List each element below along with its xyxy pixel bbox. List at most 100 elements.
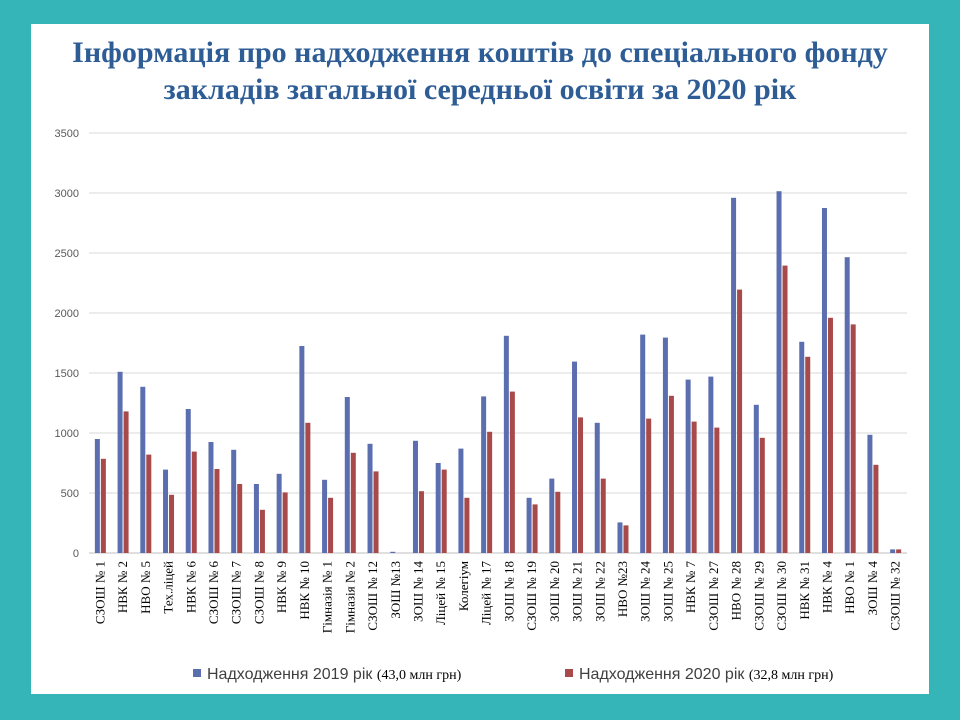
x-tick-label: СЗОШ № 8 [251, 561, 266, 624]
x-tick-label: СЗОШ № 1 [92, 561, 107, 624]
bar-2019 [458, 448, 464, 553]
x-tick-label: НВК № 7 [683, 561, 698, 614]
legend-note-2020: (32,8 млн грн) [748, 668, 834, 683]
legend-swatch-2020 [565, 669, 573, 677]
bar-2019 [253, 484, 259, 553]
bar-2019 [890, 549, 896, 553]
x-tick-label: ЗОШ № 4 [865, 561, 880, 616]
x-tick-label: СЗОШ № 19 [524, 561, 539, 631]
slide: Інформація про надходження коштів до спе… [31, 24, 929, 694]
y-tick-label: 1500 [55, 368, 79, 380]
bar-2019 [367, 443, 373, 553]
chart-title-line-1: Інформація про надходження коштів до спе… [72, 36, 888, 69]
bar-2019 [435, 463, 441, 553]
x-tick-label: НВО №23 [615, 561, 630, 617]
bar-2020 [464, 497, 470, 553]
y-tick-label: 2500 [55, 248, 79, 260]
x-tick-label: Ліцей № 17 [479, 561, 494, 626]
x-tick-label: Гімназія № 1 [320, 561, 335, 633]
x-tick-label: Колегіум [456, 561, 471, 611]
bar-2019 [231, 449, 237, 553]
legend: Надходження 2019 рік (43,0 млн грн) Надх… [31, 664, 929, 688]
bar-2019 [344, 397, 350, 553]
bar-2019 [708, 376, 714, 553]
x-tick-label: НВО № 5 [138, 561, 153, 614]
bar-2019 [753, 404, 759, 553]
bar-2019 [322, 479, 328, 553]
bar-2020 [555, 491, 561, 553]
x-tick-label: НВК № 10 [297, 561, 312, 620]
bar-2019 [867, 434, 873, 553]
x-tick-label: НВК № 31 [797, 561, 812, 620]
bar-2019 [390, 551, 396, 553]
bar-2020 [191, 451, 197, 553]
x-tick-label: НВК № 2 [115, 561, 130, 613]
bar-2020 [623, 525, 629, 553]
bar-2020 [578, 417, 584, 553]
bar-2019 [299, 346, 305, 553]
bar-2019 [572, 361, 578, 553]
bar-2020 [100, 458, 106, 553]
bar-2020 [668, 395, 674, 553]
bar-2020 [282, 492, 288, 553]
bar-2020 [123, 411, 129, 553]
x-tick-label: СЗОШ № 27 [706, 561, 721, 631]
bar-2020 [782, 265, 788, 553]
legend-note-2019: (43,0 млн грн) [376, 668, 462, 683]
bar-2019 [276, 473, 282, 553]
legend-swatch-2019 [193, 669, 201, 677]
chart-title-line-2: закладів загальної середньої освіти за 2… [163, 73, 797, 106]
y-tick-label: 3500 [55, 128, 79, 140]
x-tick-label: НВК № 4 [819, 561, 834, 614]
x-tick-label: Гімназія № 2 [342, 561, 357, 633]
bar-2020 [487, 431, 493, 553]
legend-item-2020: Надходження 2020 рік (32,8 млн грн) [565, 666, 833, 684]
bar-2019 [844, 257, 850, 553]
bar-2019 [685, 379, 691, 553]
x-tick-label: ЗОШ №13 [388, 561, 403, 619]
bar-2020 [827, 317, 833, 553]
x-tick-label: НВК № 9 [274, 561, 289, 613]
x-tick-label: СЗОШ № 32 [888, 561, 903, 631]
y-tick-label: 2000 [55, 308, 79, 320]
bar-2020 [350, 452, 356, 553]
bar-2019 [799, 341, 805, 553]
y-axis: 0 500 1000 1500 2000 2500 3000 3500 [55, 128, 79, 560]
bar-2019 [481, 396, 487, 553]
bar-2019 [662, 337, 668, 553]
chart-title: Інформація про надходження коштів до спе… [31, 34, 929, 108]
x-tick-label: НВО № 1 [842, 561, 857, 614]
bar-2019 [526, 497, 532, 553]
bar-2019 [731, 197, 737, 554]
bar-2020 [373, 471, 379, 553]
bar-2019 [503, 335, 509, 553]
bar-chart: 0 500 1000 1500 2000 2500 3000 3500 СЗОШ № 1 НВК… [55, 128, 907, 633]
x-tick-label: ЗОШ № 20 [547, 561, 562, 622]
bar-2019 [163, 469, 169, 553]
bar-2019 [208, 442, 214, 553]
bar-2020 [305, 422, 311, 553]
x-tick-label: ЗОШ № 24 [638, 561, 653, 622]
bar-2020 [532, 504, 538, 553]
bar-2020 [169, 494, 175, 553]
bar-2020 [441, 469, 447, 553]
bar-2020 [214, 469, 220, 553]
bar-2019 [412, 440, 418, 553]
bar-2019 [117, 371, 123, 553]
bar-2019 [549, 478, 555, 553]
x-tick-label: Тех.ліцей [161, 561, 176, 614]
x-tick-label: СЗОШ № 30 [774, 561, 789, 631]
bar-2020 [805, 356, 811, 553]
bar-2019 [776, 191, 782, 553]
bar-2020 [873, 464, 879, 553]
y-tick-label: 0 [73, 548, 79, 560]
x-tick-label: НВО № 28 [729, 561, 744, 620]
y-tick-label: 500 [61, 488, 79, 500]
bar-2020 [146, 454, 152, 553]
x-tick-label: СЗОШ № 6 [206, 561, 221, 625]
x-tick-label: Ліцей № 15 [433, 561, 448, 625]
bar-2019 [185, 409, 191, 553]
y-tick-label: 1000 [55, 428, 79, 440]
bar-2019 [640, 334, 646, 553]
bar-2019 [821, 208, 827, 553]
